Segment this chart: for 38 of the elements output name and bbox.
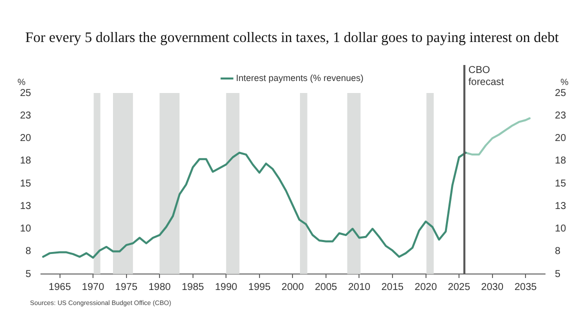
x-tick-label: 1990: [214, 282, 238, 293]
y-tick-label: 25: [20, 88, 32, 99]
legend-label: Interest payments (% revenues): [236, 72, 364, 83]
y2-tick-label: 13: [554, 200, 566, 212]
y-tick-label: 8: [26, 246, 32, 258]
y2-tick-label: 18: [554, 156, 566, 167]
x-tick-label: 2015: [381, 282, 404, 293]
y-tick-label: 15: [20, 178, 32, 190]
y-tick-label: 20: [20, 133, 32, 144]
y-tick-label: 18: [20, 156, 32, 167]
x-tick-label: 1965: [48, 282, 72, 293]
y2-tick-label: 5: [554, 268, 561, 280]
y-axis-title: %: [18, 76, 26, 87]
x-tick-label: 2020: [414, 282, 438, 293]
y2-tick-label: 25: [554, 88, 566, 99]
x-tick-label: 1995: [248, 282, 271, 293]
ref-line-label: CBO forecast: [468, 64, 504, 88]
y-tick-label: 10: [20, 224, 32, 234]
x-tick-label: 1975: [115, 282, 138, 293]
y2-tick-label: 20: [554, 133, 566, 144]
y2-tick-label: 23: [554, 110, 566, 122]
y-tick-label: 23: [20, 110, 32, 122]
x-tick-label: 2010: [348, 282, 371, 293]
x-tick-label: 2000: [282, 282, 304, 293]
x-tick-label: 2030: [481, 282, 504, 293]
y2-tick-label: 10: [554, 224, 566, 234]
x-tick-label: 1980: [148, 282, 172, 293]
x-tick-label: 2005: [314, 282, 338, 293]
chart-title: For every 5 dollars the government collects in taxes, 1 dollar goes to paying interest on debt: [24, 30, 560, 47]
x-tick-label: 1985: [182, 282, 204, 293]
y2-tick-label: 8: [554, 246, 561, 258]
x-tick-label: 1970: [82, 282, 105, 293]
x-tick-label: 2025: [448, 282, 471, 293]
y2-tick-label: 15: [554, 178, 566, 190]
y-tick-label: 5: [26, 268, 32, 280]
y-tick-label: 13: [20, 200, 32, 212]
y2-axis-title: %: [560, 76, 568, 87]
x-tick-label: 2035: [514, 282, 538, 293]
